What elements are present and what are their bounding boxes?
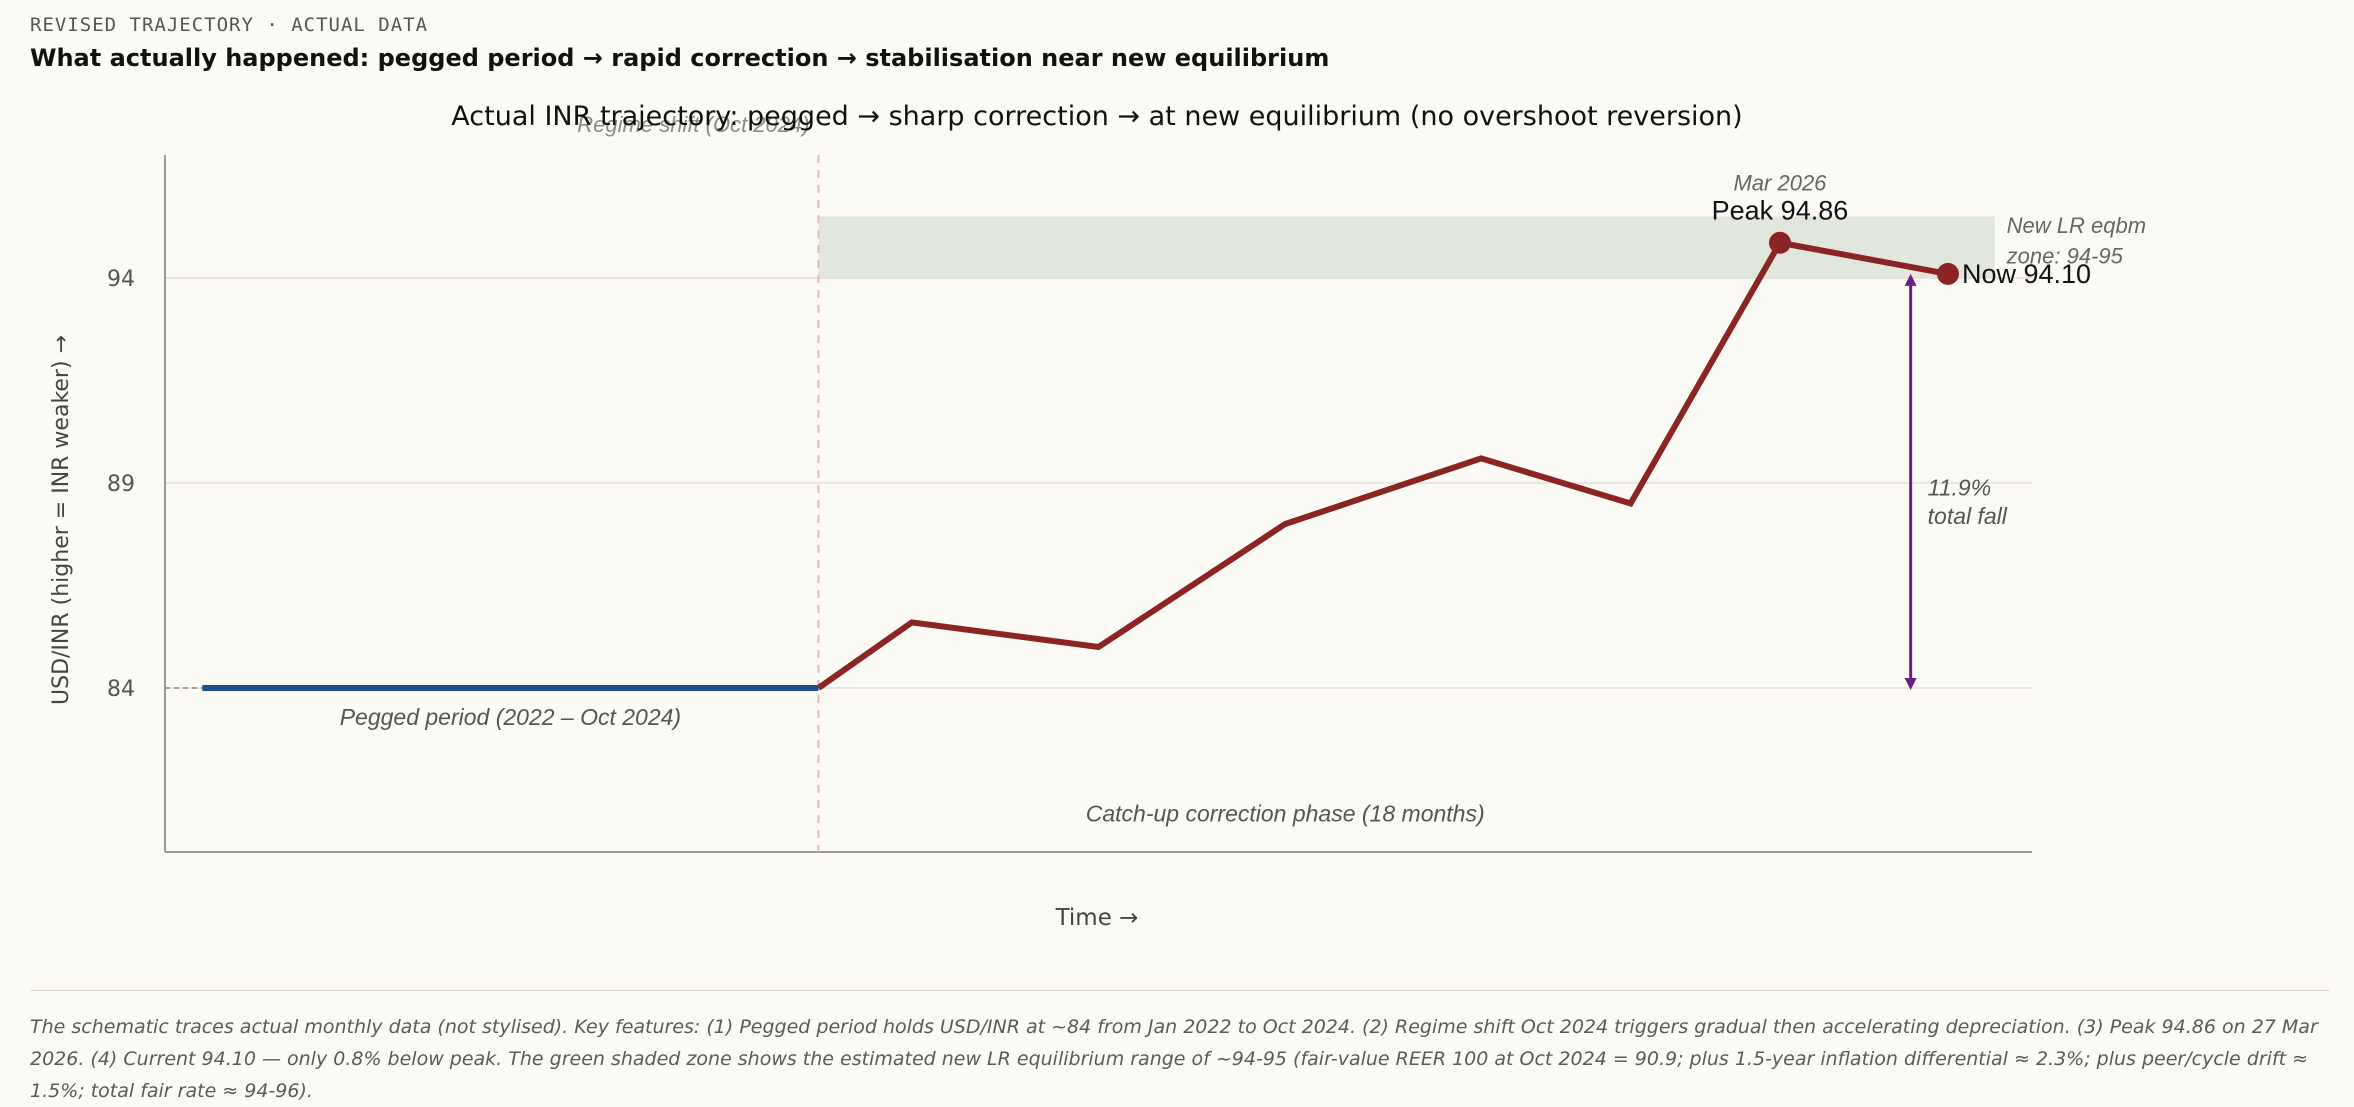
eyebrow-label: REVISED TRAJECTORY · ACTUAL DATA bbox=[30, 14, 429, 36]
x-axis-label: Time → bbox=[1055, 905, 1139, 931]
chart-title: Actual INR trajectory: pegged → sharp co… bbox=[451, 101, 1742, 132]
peak-date-label: Mar 2026 bbox=[1733, 171, 1827, 196]
page-headline: What actually happened: pegged period → … bbox=[30, 44, 1330, 72]
total-fall-percent-label: 11.9% bbox=[1928, 474, 1992, 500]
y-axis-label: USD/INR (higher = INR weaker) → bbox=[49, 335, 74, 705]
inr-trajectory-chart: 84 89 94 Regime shift (Oct 2024) 11.9% tot… bbox=[49, 101, 2146, 931]
peak-marker bbox=[1768, 231, 1791, 254]
y-tick-label: 84 bbox=[107, 677, 135, 702]
total-fall-text-label: total fall bbox=[1928, 503, 2008, 529]
equilibrium-band-range-label: zone: 94-95 bbox=[2006, 244, 2124, 269]
y-tick-label: 89 bbox=[107, 472, 135, 497]
chart-caption: The schematic traces actual monthly data… bbox=[30, 990, 2330, 1107]
peak-value-label: Peak 94.86 bbox=[1712, 196, 1849, 226]
equilibrium-band-label: New LR eqbm bbox=[2007, 213, 2146, 238]
gridlines bbox=[165, 277, 2032, 689]
y-tick-label: 94 bbox=[107, 267, 135, 292]
catchup-phase-annotation: Catch-up correction phase (18 months) bbox=[1086, 800, 1485, 826]
y-tick-labels: 84 89 94 bbox=[107, 267, 135, 702]
pegged-period-annotation: Pegged period (2022 – Oct 2024) bbox=[340, 704, 681, 730]
regime-shift-label: Regime shift (Oct 2024) bbox=[577, 112, 809, 137]
correction-series-line bbox=[816, 239, 1949, 691]
now-marker bbox=[1936, 262, 1959, 285]
now-value-label: Now 94.10 bbox=[1962, 259, 2091, 289]
